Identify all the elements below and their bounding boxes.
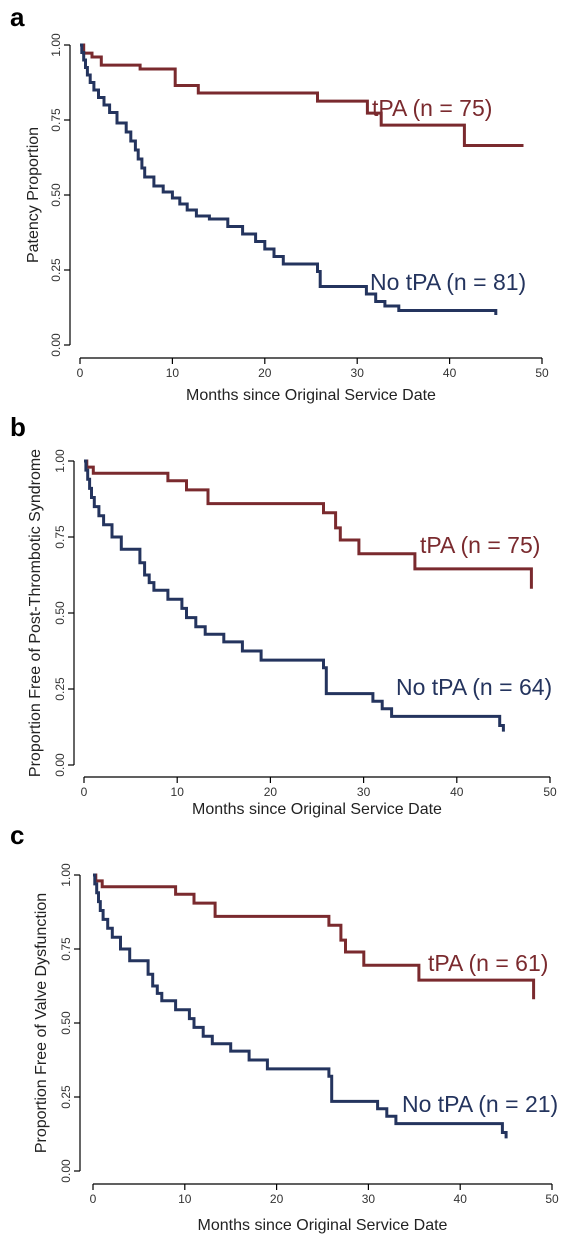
series-label-tpa: tPA (n = 75) <box>372 95 492 121</box>
chart-panel-c: c 0.00 0.25 0.50 0.75 1.00 0 10 20 30 40 50 Months … <box>0 818 574 1235</box>
series-line-tpa <box>93 873 536 1000</box>
x-tick-label: 40 <box>454 1192 468 1206</box>
y-tick-label: 0.00 <box>59 1159 73 1183</box>
series-line-tpa <box>84 459 533 589</box>
y-tick-label: 0.75 <box>59 937 73 961</box>
km-chart-c: 0.00 0.25 0.50 0.75 1.00 0 10 20 30 40 50 Months si… <box>33 863 559 1234</box>
y-axis-title: Proportion Free of Valve Dysfunction <box>33 893 50 1153</box>
y-tick-label: 1.00 <box>49 33 63 57</box>
x-tick-label: 10 <box>171 785 185 799</box>
x-tick-label: 10 <box>166 366 180 380</box>
x-tick-label: 40 <box>450 785 464 799</box>
x-tick-label: 30 <box>362 1192 376 1206</box>
x-tick-label: 10 <box>178 1192 192 1206</box>
x-axis-title: Months since Original Service Date <box>186 387 436 404</box>
chart-panel-a: a 0.00 0.25 0.50 0.75 1.00 0 10 20 30 40 50 Months … <box>0 0 574 410</box>
y-axis-title: Proportion Free of Post-Thrombotic Syndr… <box>27 449 44 777</box>
panel-letter-a: a <box>10 2 25 32</box>
y-tick-label: 0.25 <box>49 258 63 282</box>
y-axis-title: Patency Proportion <box>25 127 42 263</box>
y-tick-label: 0.25 <box>59 1085 73 1109</box>
series-label-no-tpa: No tPA (n = 81) <box>370 269 526 295</box>
x-axis-title: Months since Original Service Date <box>192 801 442 818</box>
series-line-no-tpa <box>93 873 508 1139</box>
series-line-no-tpa <box>80 43 498 315</box>
x-tick-label: 40 <box>443 366 457 380</box>
series-label-tpa: tPA (n = 61) <box>428 950 548 976</box>
km-chart-b: 0.00 0.25 0.50 0.75 1.00 0 10 20 30 40 50 Months si… <box>27 449 557 818</box>
panel-letter-b: b <box>10 412 26 442</box>
y-tick-label: 1.00 <box>59 863 73 887</box>
y-tick-label: 0.75 <box>53 525 67 549</box>
y-tick-label: 0.00 <box>49 333 63 357</box>
x-tick-label: 20 <box>270 1192 284 1206</box>
chart-panel-b: b 0.00 0.25 0.50 0.75 1.00 0 10 20 30 40 50 Months … <box>0 410 574 818</box>
y-tick-label: 0.50 <box>53 601 67 625</box>
x-tick-label: 20 <box>264 785 278 799</box>
series-label-no-tpa: No tPA (n = 64) <box>396 674 552 700</box>
km-chart-a: 0.00 0.25 0.50 0.75 1.00 0 10 20 30 40 50 Months si… <box>25 33 549 404</box>
series-label-no-tpa: No tPA (n = 21) <box>402 1091 558 1117</box>
x-tick-label: 0 <box>77 366 84 380</box>
x-tick-label: 50 <box>535 366 549 380</box>
panel-letter-c: c <box>10 820 25 850</box>
series-line-tpa <box>80 43 524 147</box>
x-tick-label: 30 <box>351 366 365 380</box>
y-tick-label: 1.00 <box>53 449 67 473</box>
x-tick-label: 50 <box>545 1192 559 1206</box>
x-tick-label: 0 <box>90 1192 97 1206</box>
y-tick-label: 0.75 <box>49 108 63 132</box>
series-line-no-tpa <box>84 459 505 732</box>
x-tick-label: 20 <box>258 366 272 380</box>
x-tick-label: 30 <box>357 785 371 799</box>
y-tick-label: 0.25 <box>53 677 67 701</box>
series-label-tpa: tPA (n = 75) <box>420 532 540 558</box>
x-tick-label: 50 <box>543 785 557 799</box>
y-tick-label: 0.50 <box>49 183 63 207</box>
y-tick-label: 0.00 <box>53 753 67 777</box>
y-tick-label: 0.50 <box>59 1011 73 1035</box>
x-axis-title: Months since Original Service Date <box>198 1217 448 1234</box>
x-tick-label: 0 <box>81 785 88 799</box>
